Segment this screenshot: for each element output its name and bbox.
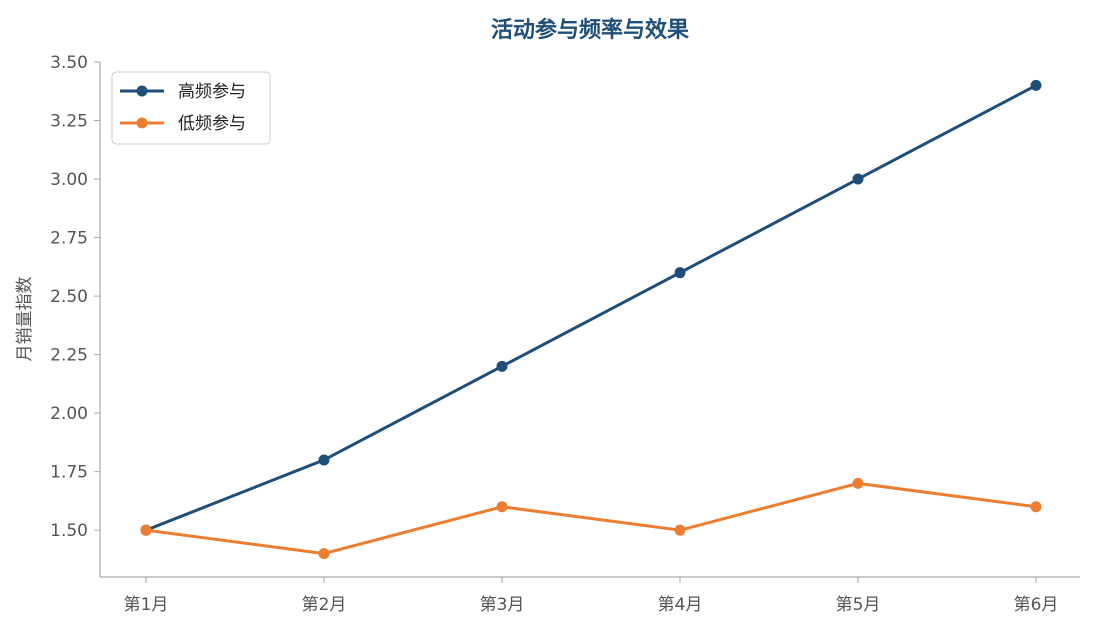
data-point bbox=[1030, 501, 1042, 513]
x-tick-label: 第5月 bbox=[836, 595, 881, 615]
x-tick-label: 第2月 bbox=[302, 595, 347, 615]
legend-item: 高频参与 bbox=[120, 82, 246, 102]
x-tick-label: 第6月 bbox=[1014, 595, 1059, 615]
series-1 bbox=[140, 79, 1042, 536]
y-tick-label: 2.00 bbox=[50, 404, 88, 424]
data-point bbox=[496, 360, 508, 372]
y-tick-label: 1.75 bbox=[50, 463, 88, 483]
data-point bbox=[852, 173, 864, 185]
y-tick-label: 3.25 bbox=[50, 112, 88, 132]
y-tick-label: 2.25 bbox=[50, 346, 88, 366]
y-tick-label: 2.75 bbox=[50, 229, 88, 249]
legend-label: 高频参与 bbox=[178, 82, 246, 102]
y-axis-label: 月销量指数 bbox=[15, 277, 35, 362]
y-tick-label: 3.00 bbox=[50, 170, 88, 190]
data-point bbox=[852, 477, 864, 489]
x-tick-label: 第1月 bbox=[124, 595, 169, 615]
data-point bbox=[1030, 79, 1042, 91]
data-point bbox=[674, 267, 686, 279]
series-line bbox=[144, 83, 1038, 532]
series-2 bbox=[140, 477, 1042, 560]
x-tick-label: 第3月 bbox=[480, 595, 525, 615]
legend-label: 低频参与 bbox=[178, 114, 246, 134]
series-layer bbox=[140, 79, 1042, 560]
data-point bbox=[318, 454, 330, 466]
data-point bbox=[140, 524, 152, 536]
legend-marker bbox=[136, 85, 148, 97]
legend-marker bbox=[136, 117, 148, 129]
data-point bbox=[674, 524, 686, 536]
y-tick-label: 1.50 bbox=[50, 521, 88, 541]
chart-title: 活动参与频率与效果 bbox=[491, 17, 689, 43]
y-axis-ticks: 1.50 1.75 2.00 2.25 2.50 2.75 3.00 3.25 3.50 bbox=[50, 53, 100, 541]
series-line bbox=[144, 481, 1038, 556]
y-tick-label: 2.50 bbox=[50, 287, 88, 307]
legend-item: 低频参与 bbox=[120, 114, 246, 134]
data-point bbox=[318, 548, 330, 560]
axes bbox=[99, 62, 1080, 578]
x-axis-ticks: 第1月 第2月 第3月 第4月 第5月 第6月 bbox=[124, 577, 1059, 615]
data-point bbox=[496, 501, 508, 513]
x-tick-label: 第4月 bbox=[658, 595, 703, 615]
y-tick-label: 3.50 bbox=[50, 53, 88, 73]
